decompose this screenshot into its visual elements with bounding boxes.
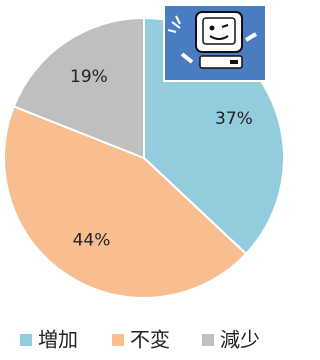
legend-swatch xyxy=(202,334,214,346)
legend: 増加 不変 減少 xyxy=(20,328,260,352)
legend-label: 減少 xyxy=(220,328,260,352)
chart: 37% 44% 19% 増加 不変 減少 xyxy=(0,0,283,360)
legend-swatch xyxy=(112,334,124,346)
legend-swatch xyxy=(20,334,32,346)
icon xyxy=(164,5,266,81)
legend-label: 不変 xyxy=(130,328,170,352)
data-label: 37% xyxy=(215,109,253,129)
page: 37%44%19% 増加不変減少 (() => { const data = J… xyxy=(0,0,320,360)
data-label: 44% xyxy=(73,231,111,251)
legend-label: 増加 xyxy=(38,328,78,352)
data-label: 19% xyxy=(70,67,108,87)
